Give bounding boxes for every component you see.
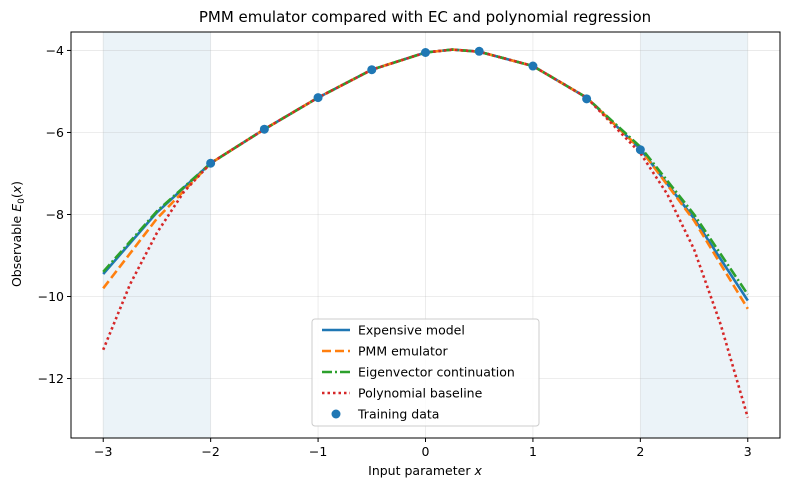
y-tick-label: −8 — [46, 207, 64, 222]
legend-box — [311, 318, 540, 427]
legend-label: Expensive model — [358, 323, 465, 338]
y-tick-label: −12 — [38, 371, 64, 386]
legend-label: Eigenvector continuation — [358, 365, 515, 380]
legend-item: Training data — [331, 407, 439, 422]
training-data-point — [635, 145, 645, 155]
legend-label: Polynomial baseline — [358, 386, 483, 401]
x-tick-label: −3 — [94, 444, 112, 459]
training-data-point — [421, 48, 430, 58]
legend-marker — [331, 409, 341, 419]
x-tick-label: 2 — [636, 444, 644, 459]
series-line-polynomial-baseline — [101, 48, 750, 418]
x-axis-label: Input parameter x — [368, 463, 482, 478]
y-tick-label: −6 — [46, 125, 64, 140]
shaded-region-1 — [640, 32, 748, 438]
x-tick-label: 3 — [744, 444, 752, 459]
legend-item: Expensive model — [322, 323, 465, 338]
y-tick-label: −4 — [46, 43, 64, 58]
legend-label: Training data — [357, 407, 439, 422]
legend-item: Polynomial baseline — [322, 386, 483, 401]
training-data-point — [206, 158, 216, 168]
training-data-point — [528, 61, 538, 71]
chart-title: PMM emulator compared with EC and polyno… — [199, 8, 651, 26]
training-data-point — [367, 65, 377, 75]
training-data-point — [259, 124, 269, 134]
legend: Expensive model PMM emulator Eigenvector c… — [311, 318, 540, 427]
x-tick-label: 1 — [529, 444, 537, 459]
y-axis-label: Observable E0(x) — [9, 181, 27, 287]
legend-item: PMM emulator — [322, 344, 449, 359]
legend-label: PMM emulator — [358, 344, 449, 359]
y-tick-label: −10 — [38, 289, 64, 304]
training-data-point — [474, 46, 484, 56]
training-data-point — [582, 94, 592, 104]
x-tick-label: −1 — [309, 444, 327, 459]
x-tick-label: −2 — [201, 444, 219, 459]
x-tick-label: 0 — [422, 444, 430, 459]
legend-item: Eigenvector continuation — [322, 365, 515, 380]
training-data-point — [313, 93, 323, 103]
